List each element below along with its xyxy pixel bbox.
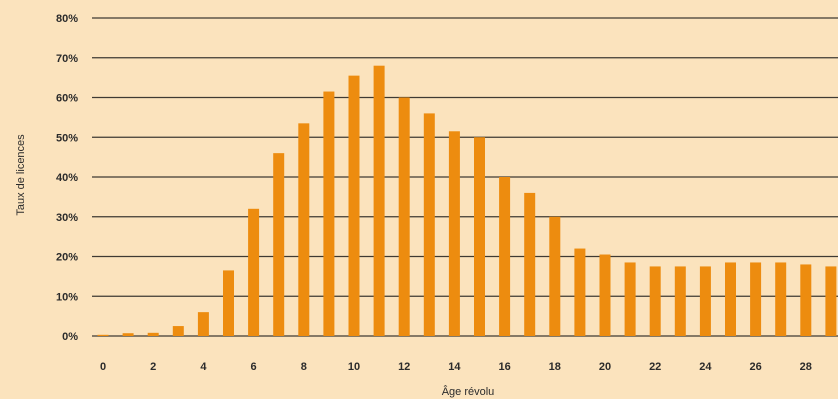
x-tick-label: 2 — [150, 361, 156, 373]
gridlines — [92, 17, 838, 337]
bar — [800, 264, 812, 336]
x-tick-label: 26 — [749, 361, 761, 373]
bar — [323, 91, 335, 336]
y-axis-title: Taux de licences — [15, 134, 27, 216]
y-tick-label: 0% — [62, 331, 78, 343]
bars — [97, 65, 837, 337]
x-axis-ticks: 0 2 4 6 8 10 12 14 16 18 20 22 24 26 28 — [100, 361, 812, 373]
x-axis-title: Âge révolu — [442, 385, 495, 398]
x-tick-label: 6 — [251, 361, 257, 373]
bar — [147, 332, 159, 336]
bar — [674, 266, 686, 336]
y-axis-ticks: 0% 10% 20% 30% 40% 50% 60% 70% 80% — [56, 13, 78, 343]
bar — [97, 334, 109, 336]
y-tick-label: 60% — [56, 93, 78, 105]
x-tick-label: 12 — [398, 361, 410, 373]
x-tick-label: 14 — [448, 361, 461, 373]
x-tick-label: 20 — [599, 361, 611, 373]
bar — [423, 113, 435, 337]
bar — [348, 75, 360, 336]
bar — [448, 131, 460, 336]
bar — [825, 266, 837, 336]
x-tick-label: 8 — [301, 361, 307, 373]
bar — [122, 333, 134, 336]
bar — [649, 266, 661, 336]
bar — [273, 153, 285, 336]
bar — [699, 266, 711, 336]
bar — [775, 262, 787, 336]
x-tick-label: 0 — [100, 361, 106, 373]
x-tick-label: 4 — [200, 361, 207, 373]
bar — [474, 137, 485, 336]
x-tick-label: 28 — [800, 361, 812, 373]
y-tick-label: 40% — [56, 172, 78, 184]
x-tick-label: 10 — [348, 361, 360, 373]
x-tick-label: 18 — [549, 361, 561, 373]
bar — [725, 262, 736, 336]
x-tick-label: 22 — [649, 361, 661, 373]
x-tick-label: 24 — [699, 361, 712, 373]
bar — [223, 270, 234, 336]
y-tick-label: 70% — [56, 53, 78, 65]
bar — [172, 326, 184, 336]
y-tick-label: 10% — [56, 291, 78, 303]
y-tick-label: 50% — [56, 132, 78, 144]
bar — [499, 177, 511, 336]
bar — [574, 248, 586, 336]
bar — [524, 192, 536, 336]
bar — [750, 262, 762, 336]
y-tick-label: 80% — [56, 13, 78, 25]
bar — [398, 97, 410, 336]
x-tick-label: 16 — [498, 361, 510, 373]
bar — [248, 208, 260, 336]
bar — [549, 216, 561, 336]
bar — [599, 254, 611, 336]
bar — [298, 123, 310, 337]
bar — [373, 65, 385, 336]
bar — [624, 262, 636, 336]
y-tick-label: 30% — [56, 212, 78, 224]
bar — [197, 312, 209, 336]
y-tick-label: 20% — [56, 252, 78, 264]
